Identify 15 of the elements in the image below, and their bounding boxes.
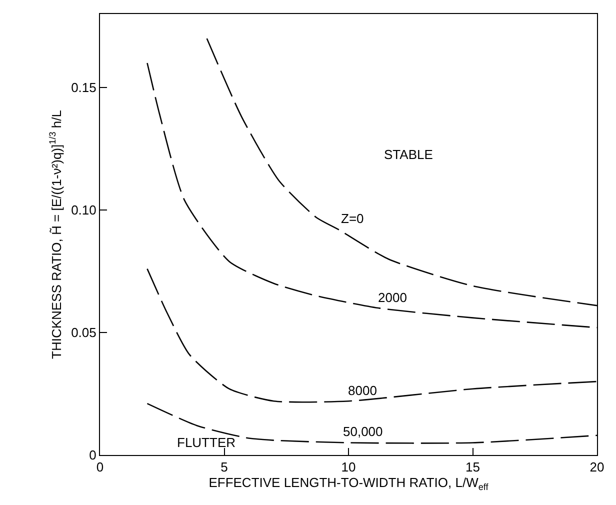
y-tick-label: 0.10 [71,202,96,218]
x-tick-label: 5 [220,460,228,475]
y-tick-label: 0.15 [71,80,96,96]
series-label: Z=0 [341,211,364,226]
annotation: STABLE [384,147,434,162]
y-tick-label: 0 [89,448,96,463]
series-label: 50,000 [343,424,383,439]
series-label: 2000 [378,290,407,305]
series-label: 8000 [348,383,377,398]
x-tick-label: 20 [590,460,604,475]
x-tick-label: 15 [466,460,480,475]
x-tick-label: 10 [341,460,356,475]
annotation: FLUTTER [177,435,236,450]
y-tick-label: 0.05 [71,325,96,340]
x-axis-title: EFFECTIVE LENGTH-TO-WIDTH RATIO, L/W$_{eff}$ [208,475,489,492]
